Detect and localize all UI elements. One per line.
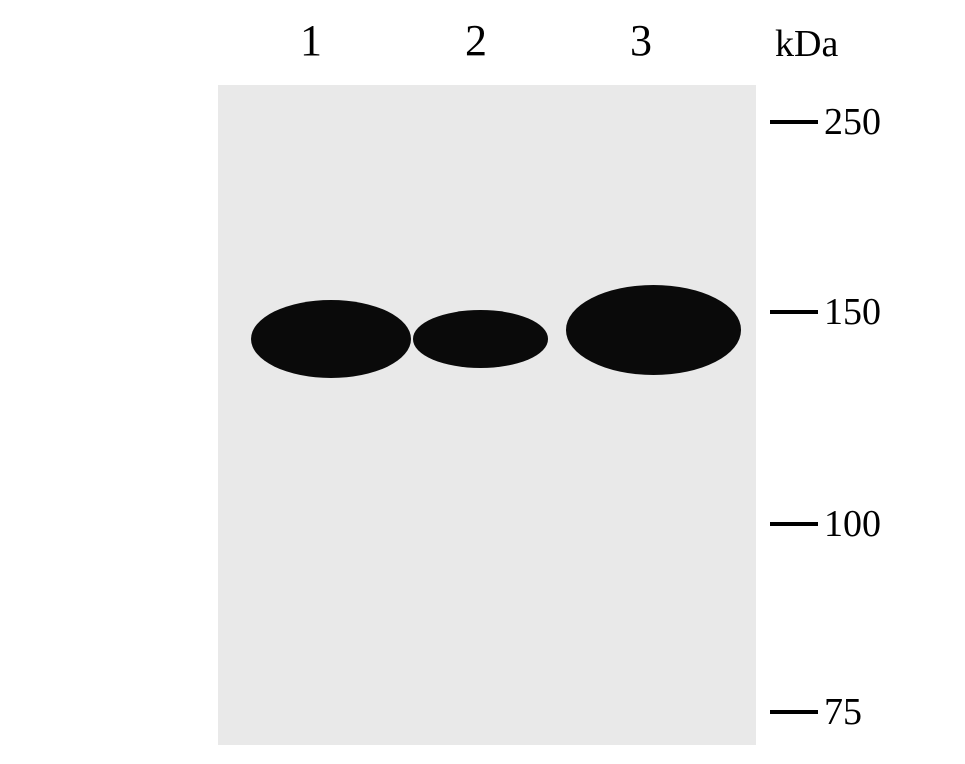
marker-value: 250 xyxy=(824,100,881,144)
marker-value: 150 xyxy=(824,290,881,334)
unit-label: kDa xyxy=(775,22,838,66)
lane-label-3: 3 xyxy=(630,15,652,66)
marker-value: 100 xyxy=(824,502,881,546)
lane-label-1: 1 xyxy=(300,15,322,66)
band-lane-1 xyxy=(251,300,411,378)
marker-tick-icon xyxy=(770,522,818,526)
mw-marker-100: 100 xyxy=(770,502,881,546)
marker-tick-icon xyxy=(770,310,818,314)
lane-label-2: 2 xyxy=(465,15,487,66)
mw-marker-75: 75 xyxy=(770,690,862,734)
marker-tick-icon xyxy=(770,120,818,124)
figure-container: 1 2 3 kDa 250 150 100 75 xyxy=(0,0,965,764)
marker-value: 75 xyxy=(824,690,862,734)
blot-membrane xyxy=(218,85,756,745)
band-lane-2 xyxy=(413,310,548,368)
mw-marker-150: 150 xyxy=(770,290,881,334)
mw-marker-250: 250 xyxy=(770,100,881,144)
marker-tick-icon xyxy=(770,710,818,714)
band-lane-3 xyxy=(566,285,741,375)
